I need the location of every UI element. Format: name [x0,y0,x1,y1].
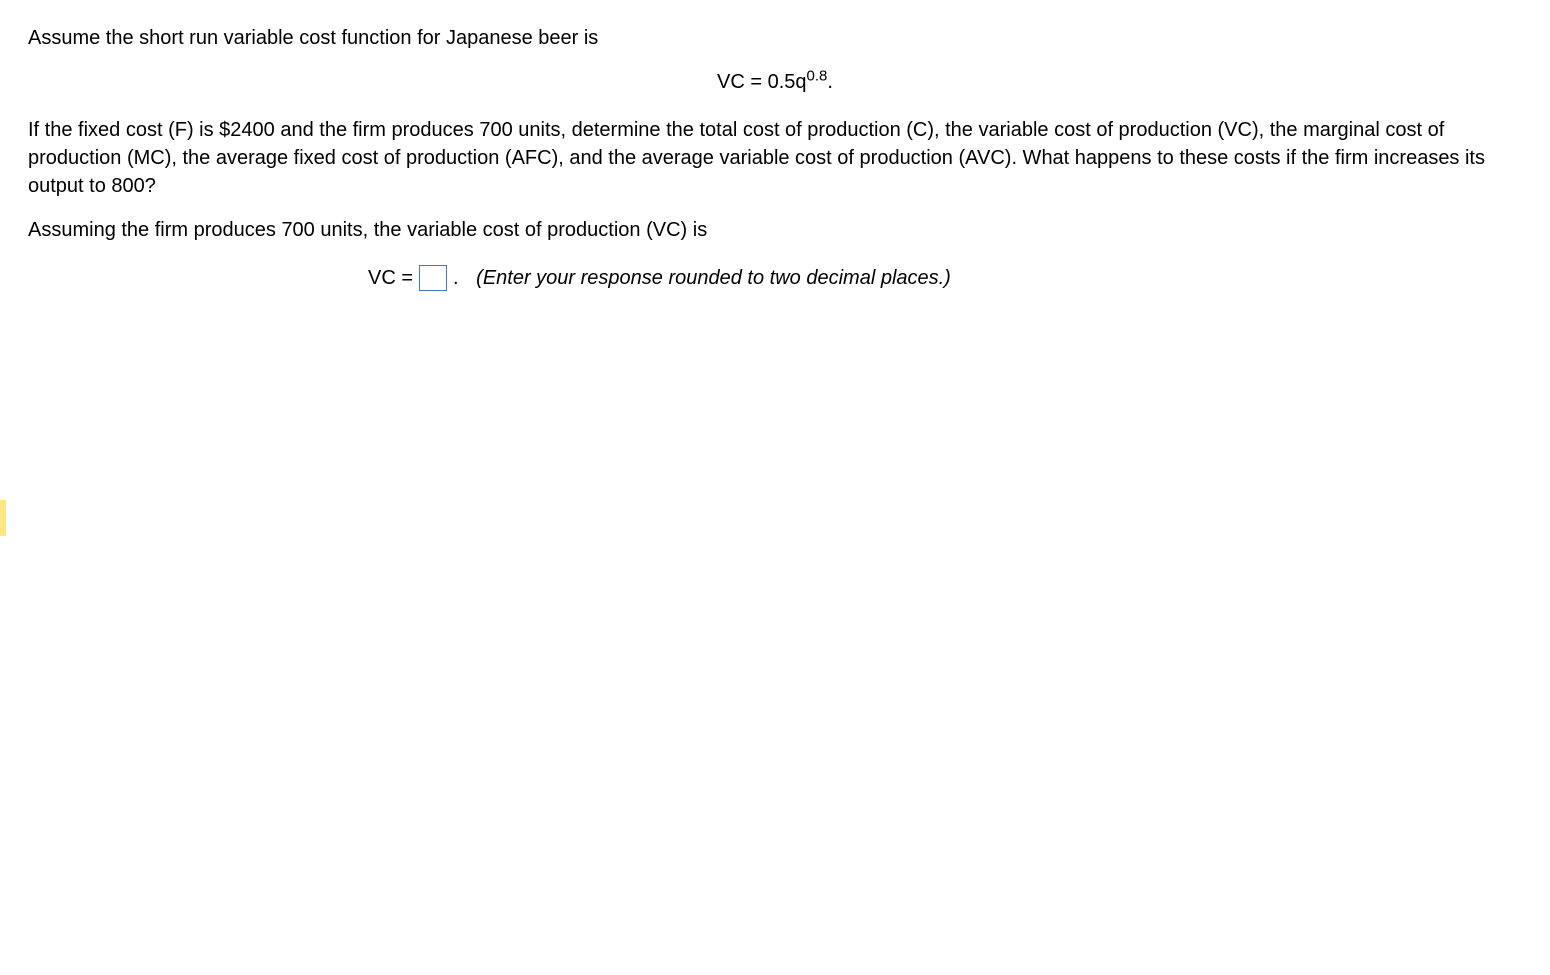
answer-suffix: . [453,264,459,292]
answer-hint: (Enter your response rounded to two deci… [476,264,951,292]
answer-label: VC = [368,264,413,292]
problem-body: If the fixed cost (F) is $2400 and the f… [28,116,1522,200]
left-margin-indicator [0,500,6,536]
equation-suffix: . [827,71,833,93]
equation-exponent: 0.8 [807,67,828,84]
problem-intro: Assume the short run variable cost funct… [28,24,1522,52]
vc-answer-input[interactable] [419,265,447,291]
vc-equation: VC = 0.5q0.8. [28,68,1522,96]
problem-prompt: Assuming the firm produces 700 units, th… [28,216,1522,244]
answer-row: VC = . (Enter your response rounded to t… [368,264,1522,292]
equation-prefix: VC = 0.5q [717,71,807,93]
